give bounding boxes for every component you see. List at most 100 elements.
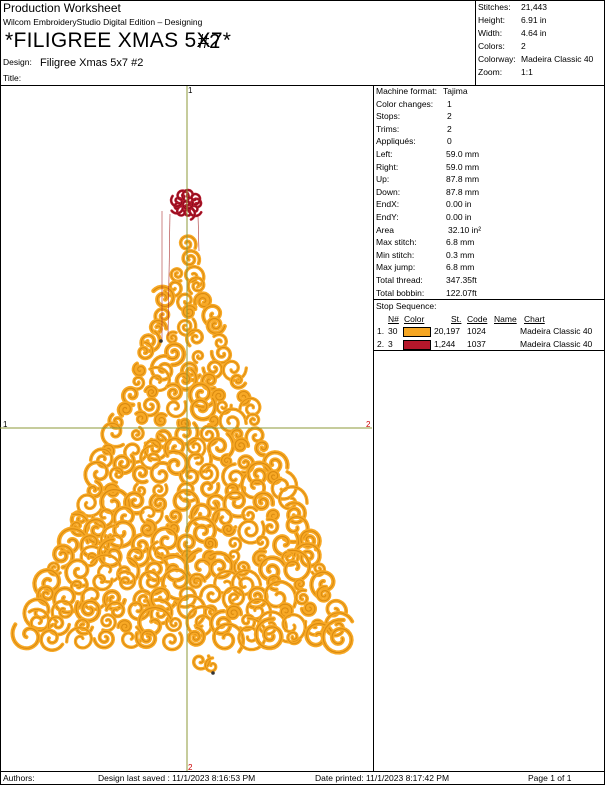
stop-header-n: N# xyxy=(388,314,399,324)
stop-cell-code: 1037 xyxy=(467,339,486,349)
filigree-swirl-detail xyxy=(246,413,260,425)
filigree-swirl-detail xyxy=(152,286,174,307)
filigree-swirl-detail xyxy=(175,422,199,445)
filigree-swirl-detail xyxy=(200,425,219,446)
filigree-swirl-detail xyxy=(138,398,160,416)
filigree-swirl-detail xyxy=(151,462,169,483)
summary-label: Height: xyxy=(478,14,505,25)
filigree-swirl-detail xyxy=(202,305,221,324)
summary-label: Width: xyxy=(478,27,503,38)
filigree-swirl-detail xyxy=(84,461,109,490)
filigree-swirl-detail xyxy=(128,599,151,620)
filigree-swirl-detail xyxy=(222,587,245,609)
filigree-swirl-detail xyxy=(93,574,113,590)
filigree-swirl-detail xyxy=(101,422,124,448)
filigree-swirl-detail xyxy=(164,437,184,457)
filigree-swirl-detail xyxy=(118,571,136,590)
stop-seq-title: Stop Sequence: xyxy=(376,301,437,311)
filigree-swirl-detail xyxy=(154,413,167,426)
stop-header-code: Code xyxy=(467,314,488,324)
filigree-swirl-detail xyxy=(138,341,153,359)
detail-value: 32.10 in² xyxy=(448,224,482,235)
design-value: Filigree Xmas 5x7 #2 xyxy=(40,57,144,69)
filigree-swirl-detail xyxy=(254,492,274,510)
filigree-swirl-detail xyxy=(103,590,126,610)
filigree-swirl-detail xyxy=(132,427,144,440)
filigree-swirl-detail xyxy=(211,389,225,403)
jump-thread xyxy=(197,215,200,252)
filigree-swirl-detail xyxy=(141,519,156,536)
filigree-swirl-detail xyxy=(188,626,205,646)
filigree-swirl-detail xyxy=(255,618,282,649)
filigree-swirl-detail xyxy=(101,525,123,552)
filigree-swirl-detail xyxy=(177,595,206,627)
filigree-swirl-detail xyxy=(234,438,249,451)
page-number: Page 1 of 1 xyxy=(528,773,572,783)
filigree-swirl-detail xyxy=(75,619,93,635)
detail-label: Total bobbin: xyxy=(376,287,425,298)
filigree-swirl-detail xyxy=(222,463,244,489)
stop-cell-idx: 2. xyxy=(377,339,385,349)
detail-value: 0.00 in xyxy=(446,199,472,210)
filigree-swirl-detail xyxy=(267,509,279,520)
filigree-swirl-detail xyxy=(122,626,142,648)
filigree-swirl-detail xyxy=(113,454,135,474)
filigree-swirl-detail xyxy=(117,620,131,632)
filigree-swirl-detail xyxy=(189,573,206,588)
summary-value: 2 xyxy=(521,40,526,51)
filigree-swirl-detail xyxy=(93,630,114,648)
detail-label: Left: xyxy=(376,149,393,159)
detail-label: Min stitch: xyxy=(376,249,415,260)
stop-cell-st: 1,244 xyxy=(434,339,456,349)
filigree-swirl-detail xyxy=(281,614,306,643)
summary-label: Colorway: xyxy=(478,53,516,64)
last-saved: Design last saved : 11/1/2023 8:16:53 PM xyxy=(98,773,256,783)
filigree-swirl-detail xyxy=(113,507,134,527)
detail-value: 87.8 mm xyxy=(446,174,480,185)
filigree-swirl-detail xyxy=(230,375,246,389)
guide-h-left-number: 1 xyxy=(3,420,8,429)
filigree-swirl-detail xyxy=(221,454,231,466)
filigree-swirl-detail xyxy=(53,545,74,568)
header-bottom-rule xyxy=(0,85,605,86)
detail-label: Color changes: xyxy=(376,98,434,109)
summary-label: Stitches: xyxy=(478,2,511,12)
filigree-swirl-detail xyxy=(128,547,150,567)
filigree-swirl-detail xyxy=(163,632,183,650)
filigree-swirl-detail xyxy=(37,586,54,605)
worksheet-title: Production Worksheet xyxy=(3,1,121,15)
filigree-swirl-detail xyxy=(322,619,353,654)
design-canvas xyxy=(0,86,372,772)
detail-value: 0.00 in xyxy=(446,212,472,222)
filigree-swirl-detail xyxy=(238,520,265,544)
filigree-swirl-detail xyxy=(310,571,334,599)
detail-value: 347.35ft xyxy=(446,275,477,285)
filigree-swirl-detail xyxy=(316,586,330,602)
filigree-swirl-detail xyxy=(306,622,332,646)
detail-value: Tajima xyxy=(443,86,468,96)
filigree-swirl-detail xyxy=(174,490,199,518)
detail-value: 0 xyxy=(447,136,452,147)
guide-v-top-number: 1 xyxy=(188,86,193,95)
stop-header-color: Color xyxy=(404,314,425,324)
filigree-swirl-detail xyxy=(326,600,347,617)
filigree-swirl-detail xyxy=(163,554,188,581)
stop-cell-idx: 1. xyxy=(377,326,385,336)
detail-label: Up: xyxy=(376,174,390,185)
filigree-swirl-detail xyxy=(182,200,194,210)
filigree-swirl-detail xyxy=(117,557,139,584)
design-big-overlay: #2 xyxy=(198,31,221,53)
filigree-swirl-detail xyxy=(187,437,206,459)
filigree-swirl-detail xyxy=(284,549,310,581)
jump-thread xyxy=(167,213,171,337)
filigree-swirl-detail xyxy=(294,579,304,591)
filigree-swirl-detail xyxy=(226,605,242,619)
summary-value: 6.91 in xyxy=(521,14,547,25)
filigree-swirl-detail xyxy=(133,466,148,483)
filigree-swirl-detail xyxy=(135,630,156,648)
filigree-swirl-detail xyxy=(165,617,181,631)
detail-label: EndX: xyxy=(376,199,400,210)
software-name: Wilcom EmbroideryStudio Digital Edition … xyxy=(3,17,203,27)
stop-seq-bottom-rule xyxy=(373,350,605,351)
design-label: Design: xyxy=(3,57,32,67)
